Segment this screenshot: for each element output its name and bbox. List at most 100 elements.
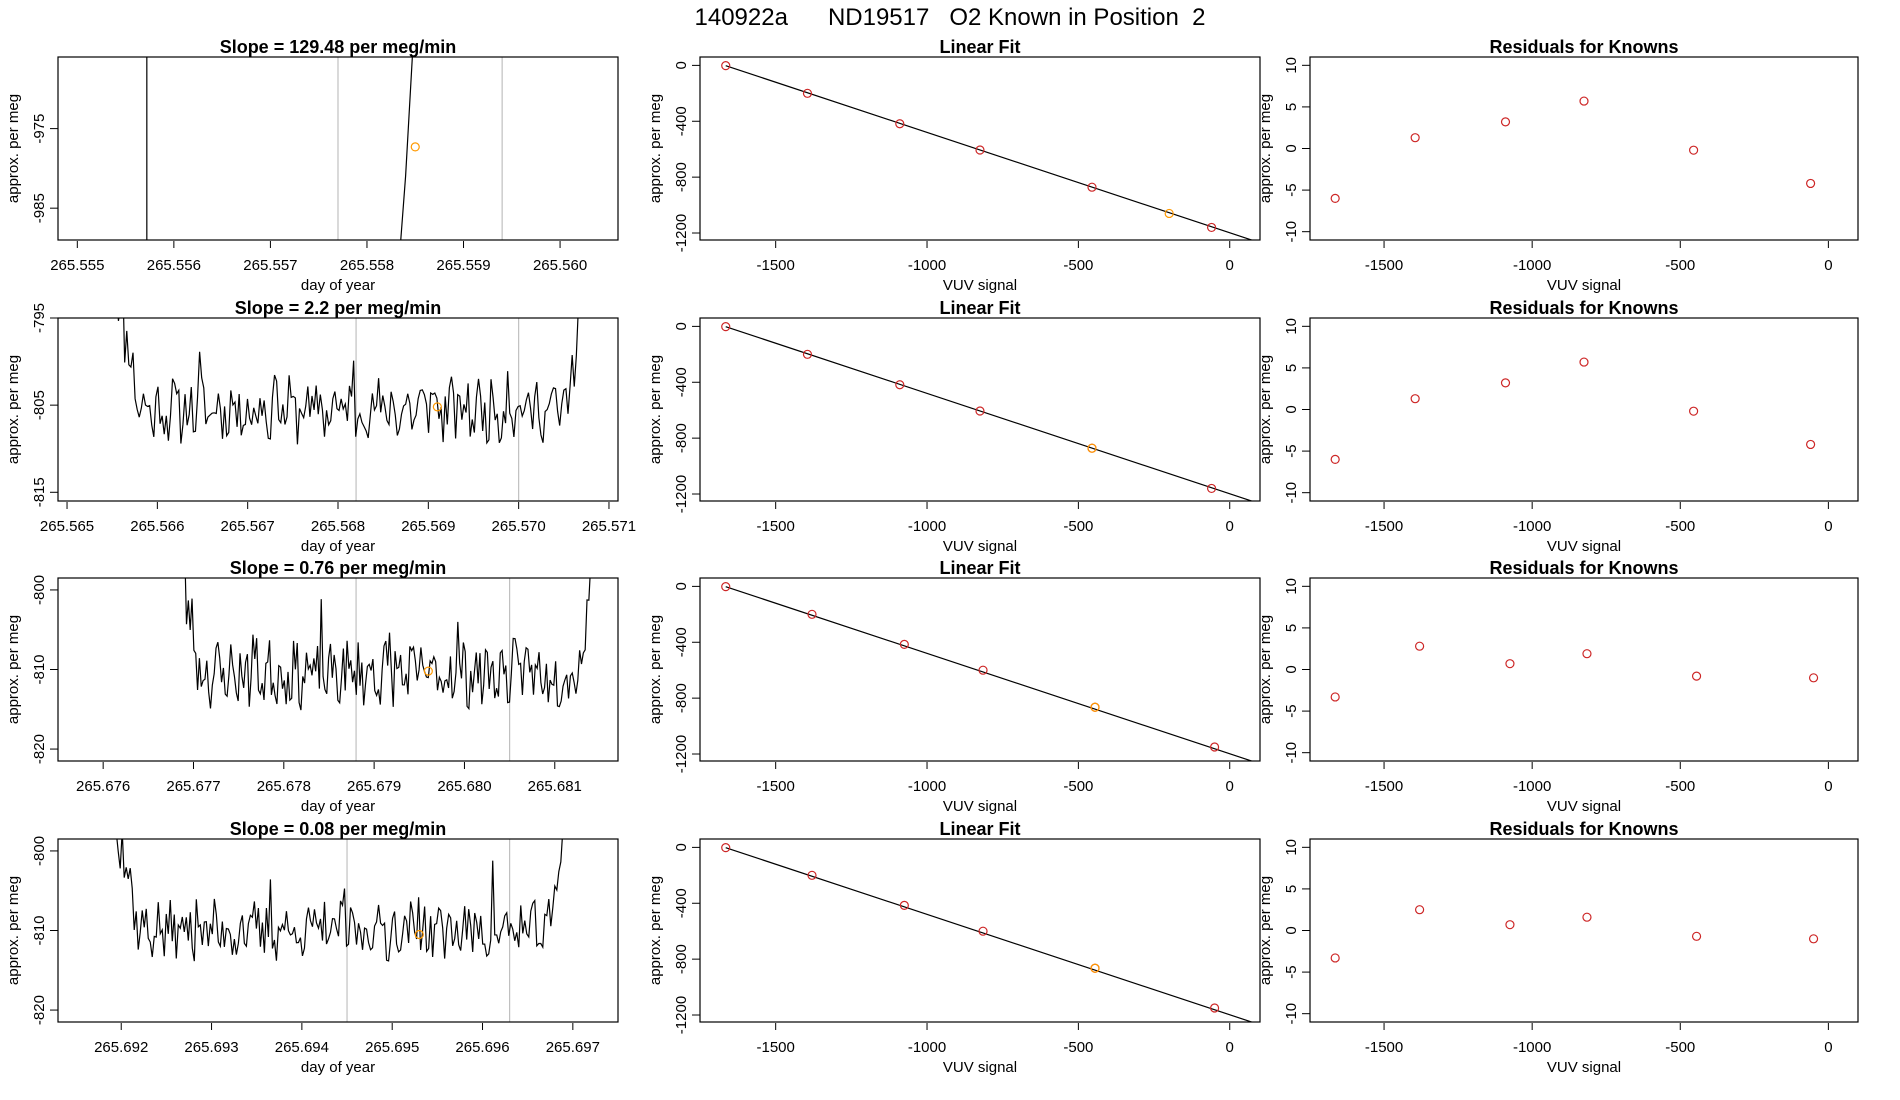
x-tick-label: 265.681	[528, 778, 582, 795]
known-point	[1505, 920, 1515, 930]
y-axis-label: approx. per meg	[1257, 876, 1274, 985]
y-tick-label: -1200	[673, 996, 690, 1034]
sample-point	[1090, 963, 1100, 973]
y-tick-label: -10	[1283, 1003, 1300, 1025]
x-tick-label: 265.677	[166, 778, 220, 795]
y-tick-label: 10	[1283, 318, 1300, 335]
y-tick-label: -400	[673, 106, 690, 136]
known-point	[1691, 671, 1702, 681]
y-tick-label: 10	[1283, 839, 1300, 856]
y-axis-label: approx. per meg	[5, 355, 22, 464]
plot-area	[117, 318, 579, 501]
x-tick-label: 265.560	[533, 257, 587, 274]
known-point	[1688, 406, 1699, 416]
plot-area	[721, 582, 1254, 761]
x-axis-label: VUV signal	[943, 538, 1017, 555]
known-point	[1209, 742, 1220, 752]
x-axis-label: VUV signal	[943, 1059, 1017, 1076]
x-tick-label: -1500	[1365, 518, 1403, 535]
y-tick-label: 0	[1283, 665, 1300, 673]
panel-fit-1: Linear Fit VUV signal approx. per meg -1500…	[647, 37, 1261, 294]
x-tick-label: -1000	[908, 257, 946, 274]
x-tick-label: 265.678	[257, 778, 311, 795]
known-point	[1410, 394, 1420, 404]
known-point	[1808, 673, 1819, 683]
y-tick-label: -5	[1283, 183, 1300, 196]
fit-line	[725, 326, 1254, 501]
x-tick-label: 265.680	[437, 778, 491, 795]
known-point	[899, 900, 909, 910]
y-tick-label: -10	[1283, 482, 1300, 504]
panel-time-2: Slope = 2.2 per meg/min day of year approx…	[5, 298, 636, 555]
known-point	[721, 61, 731, 71]
known-point	[721, 322, 731, 332]
plot-frame	[57, 56, 619, 241]
y-tick-label: 5	[1283, 885, 1300, 893]
x-tick-label: -1000	[1513, 518, 1551, 535]
x-tick-label: 265.693	[184, 1039, 238, 1056]
known-point	[1500, 378, 1511, 388]
known-point	[1808, 934, 1819, 944]
plot-frame	[57, 317, 619, 502]
known-point	[1688, 145, 1699, 155]
sample-point	[423, 666, 433, 676]
x-tick-label: -500	[1063, 518, 1093, 535]
known-point	[1414, 905, 1425, 915]
known-point	[1505, 659, 1515, 669]
y-axis-label: approx. per meg	[1257, 94, 1274, 203]
x-tick-label: 265.696	[455, 1039, 509, 1056]
known-point	[899, 639, 909, 649]
plot-area	[184, 578, 591, 761]
y-tick-label: -985	[31, 193, 48, 223]
known-point	[802, 349, 813, 359]
y-tick-label: 0	[673, 61, 690, 69]
plot-frame	[1309, 577, 1859, 762]
plot-frame	[57, 577, 619, 762]
y-tick-label: -5	[1283, 965, 1300, 978]
fit-line	[725, 847, 1254, 1022]
x-axis-label: VUV signal	[943, 798, 1017, 815]
y-axis-label: approx. per meg	[5, 94, 22, 203]
x-axis-label: VUV signal	[1547, 277, 1621, 294]
x-tick-label: 0	[1226, 1039, 1234, 1056]
known-point	[1582, 912, 1592, 922]
sample-point	[1164, 208, 1174, 219]
known-point	[802, 88, 813, 98]
known-point	[1206, 222, 1217, 233]
sample-point	[432, 402, 442, 412]
x-tick-label: 265.566	[130, 518, 184, 535]
panel-fit-2: Linear Fit VUV signal approx. per meg -1500…	[647, 298, 1261, 555]
y-tick-label: -805	[31, 390, 48, 420]
plot-frame	[699, 56, 1261, 241]
y-tick-label: -1200	[673, 475, 690, 513]
x-tick-label: -1000	[1513, 778, 1551, 795]
x-tick-label: 265.556	[147, 257, 201, 274]
known-point	[895, 119, 905, 129]
y-axis-label: approx. per meg	[647, 94, 664, 203]
series-line	[184, 578, 591, 711]
known-point	[975, 145, 985, 155]
y-tick-label: 0	[1283, 926, 1300, 934]
sample-point	[410, 142, 420, 152]
x-tick-label: -1500	[1365, 1039, 1403, 1056]
known-point	[1579, 96, 1589, 106]
x-tick-label: -1000	[908, 778, 946, 795]
panel-title: Residuals for Knowns	[1489, 37, 1678, 57]
known-point	[1330, 953, 1340, 963]
sample-point	[1087, 443, 1097, 453]
y-tick-label: -975	[31, 114, 48, 144]
y-tick-label: -400	[673, 367, 690, 397]
x-tick-label: -1500	[756, 1039, 794, 1056]
sample-point	[1090, 702, 1100, 712]
x-axis-label: day of year	[301, 1059, 375, 1076]
panel-time-4: Slope = 0.08 per meg/min day of year appro…	[5, 819, 619, 1076]
y-tick-label: -800	[673, 162, 690, 192]
plot-area	[1330, 641, 1819, 702]
y-tick-label: -810	[31, 654, 48, 684]
x-tick-label: -500	[1063, 778, 1093, 795]
y-tick-label: -800	[673, 944, 690, 974]
known-point	[1330, 454, 1340, 465]
known-point	[1330, 193, 1340, 204]
y-axis-label: approx. per meg	[647, 615, 664, 724]
known-point	[1579, 357, 1589, 367]
